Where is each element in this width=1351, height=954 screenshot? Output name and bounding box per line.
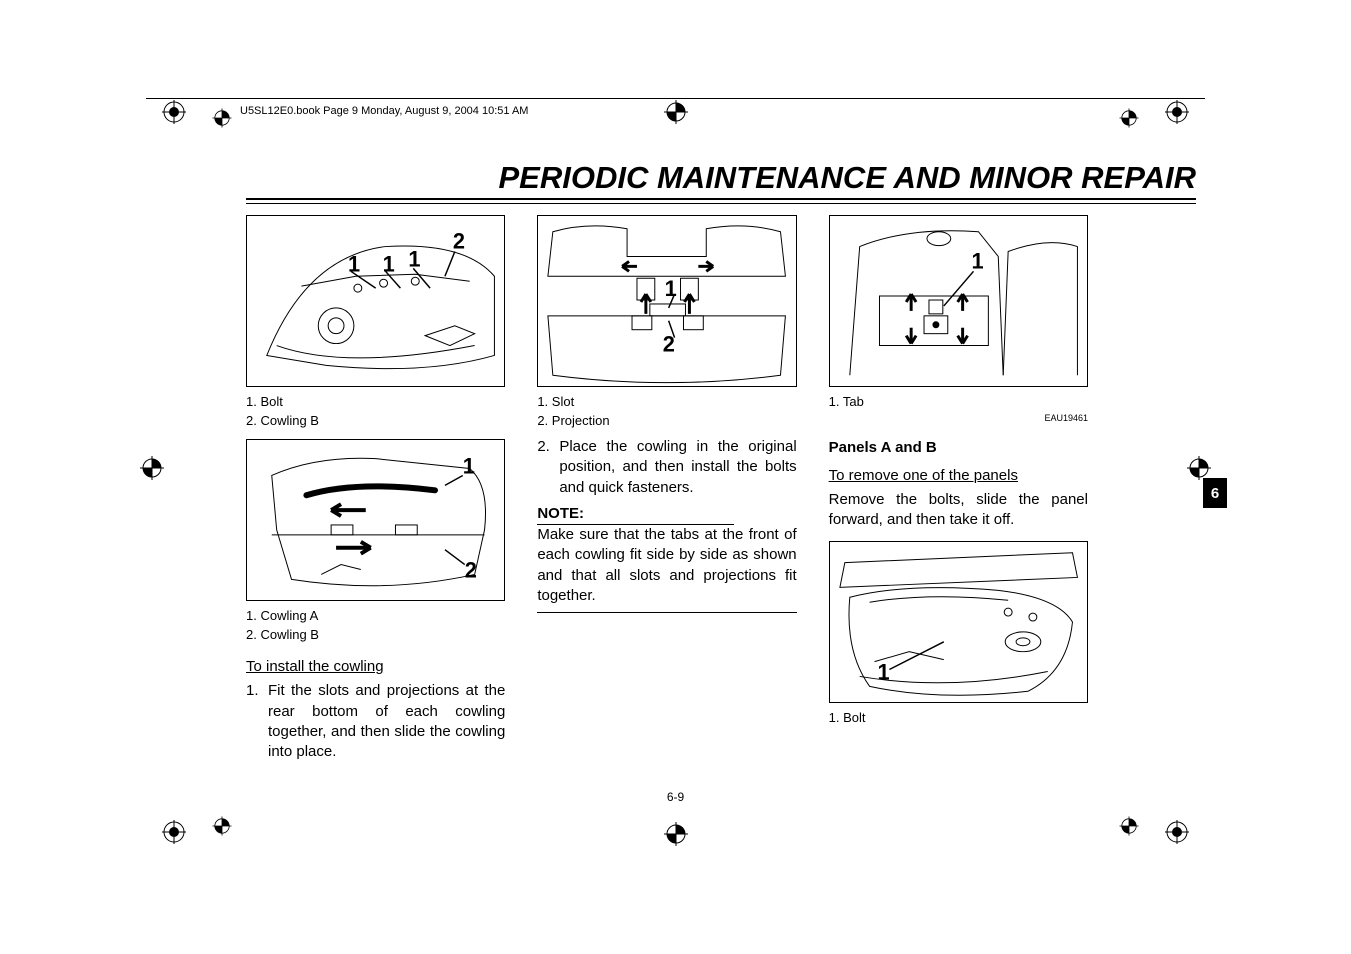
eau-code: EAU19461 [829, 412, 1088, 424]
svg-text:1: 1 [665, 276, 677, 301]
fig2-caption-2: 2. Cowling B [246, 626, 505, 644]
step-number: 1. [246, 681, 268, 701]
step-text: Place the cowling in the original positi… [559, 437, 796, 498]
remove-panel-body: Remove the bolts, slide the panel forwar… [829, 490, 1088, 531]
reg-mark-icon [664, 100, 688, 124]
note-end-rule [537, 612, 796, 613]
title-rule [246, 198, 1196, 204]
reg-mark-icon [162, 820, 186, 844]
figure-panel-bolt: 1 [829, 541, 1088, 703]
svg-text:1: 1 [463, 454, 475, 479]
column-3: 1 1. Tab EAU19461 Panels A and B To remo… [829, 215, 1088, 762]
panels-a-b-heading: Panels A and B [829, 438, 1088, 458]
step-text: Fit the slots and projections at the rea… [268, 681, 505, 762]
fig-caption-2: 2. Projection [537, 412, 796, 430]
remove-panel-heading: To remove one of the panels [829, 466, 1088, 486]
page-number: 6-9 [0, 790, 1351, 804]
fig2-caption-1: 1. Bolt [829, 709, 1088, 727]
svg-text:1: 1 [383, 251, 395, 276]
fig2-caption-1: 1. Cowling A [246, 607, 505, 625]
section-title: PERIODIC MAINTENANCE AND MINOR REPAIR [0, 160, 1351, 196]
figure-cowling-a-b: 1 2 [246, 439, 505, 601]
reg-mark-icon [1165, 100, 1189, 124]
svg-text:2: 2 [663, 331, 675, 356]
reg-mark-icon [162, 100, 186, 124]
reg-mark-icon [212, 108, 231, 127]
install-step-2: 2. Place the cowling in the original pos… [537, 437, 796, 498]
figure-tab: 1 [829, 215, 1088, 387]
reg-mark-icon [140, 456, 164, 480]
column-1: 1 1 1 2 1. Bolt 2. Cowling B [246, 215, 505, 762]
install-cowling-heading: To install the cowling [246, 657, 505, 677]
fig1-caption-2: 2. Cowling B [246, 412, 505, 430]
fig1-caption-1: 1. Bolt [246, 393, 505, 411]
column-2: 1 2 1. Slot 2. Projection 2. Place the c… [537, 215, 796, 762]
reg-mark-icon [1119, 108, 1138, 127]
reg-mark-icon [1165, 820, 1189, 844]
chapter-tab: 6 [1203, 478, 1227, 508]
header-line [146, 98, 1205, 99]
svg-text:1: 1 [408, 246, 420, 271]
svg-text:2: 2 [453, 229, 465, 254]
svg-text:2: 2 [465, 557, 477, 582]
note-body: Make sure that the tabs at the front of … [537, 525, 796, 606]
header-tag: U5SL12E0.book Page 9 Monday, August 9, 2… [240, 105, 528, 117]
fig1-caption-1: 1. Tab [829, 393, 1088, 411]
step-number: 2. [537, 437, 559, 457]
reg-mark-icon [1119, 816, 1138, 835]
reg-mark-icon [1187, 456, 1211, 480]
reg-mark-icon [664, 822, 688, 846]
svg-text:1: 1 [971, 248, 983, 273]
fig-caption-1: 1. Slot [537, 393, 796, 411]
note-heading: NOTE: [537, 504, 734, 525]
figure-bolt-cowling-b: 1 1 1 2 [246, 215, 505, 387]
figure-slot-projection: 1 2 [537, 215, 796, 387]
svg-text:1: 1 [348, 251, 360, 276]
svg-text:1: 1 [877, 659, 889, 684]
reg-mark-icon [212, 816, 231, 835]
install-step-1: 1. Fit the slots and projections at the … [246, 681, 505, 762]
content-columns: 1 1 1 2 1. Bolt 2. Cowling B [246, 215, 1088, 762]
